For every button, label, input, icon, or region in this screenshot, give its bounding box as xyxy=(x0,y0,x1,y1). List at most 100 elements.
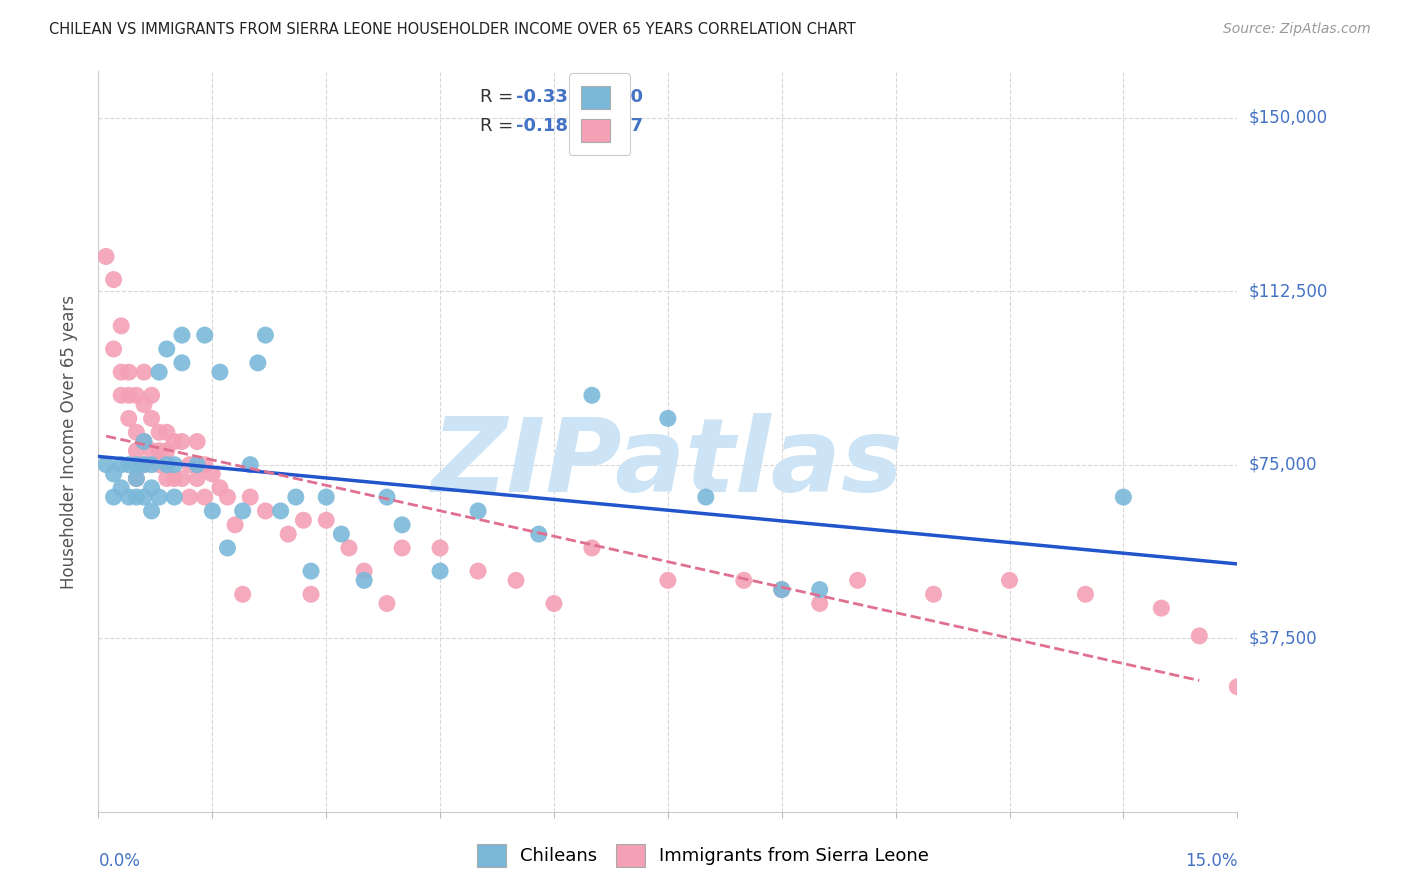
Point xyxy=(148,443,170,458)
Point xyxy=(125,443,148,458)
Point xyxy=(1112,490,1135,504)
Point xyxy=(353,564,375,578)
Point xyxy=(208,481,231,495)
Point xyxy=(194,458,217,472)
Text: $37,500: $37,500 xyxy=(1249,629,1317,648)
Point xyxy=(132,458,155,472)
Point xyxy=(284,490,307,504)
Point xyxy=(103,467,125,481)
Point xyxy=(232,587,254,601)
Point xyxy=(186,434,208,449)
Point xyxy=(156,458,179,472)
Point xyxy=(118,388,141,402)
Point xyxy=(110,388,132,402)
Point xyxy=(132,365,155,379)
Point xyxy=(163,471,186,485)
Point xyxy=(217,490,239,504)
Point xyxy=(1188,629,1211,643)
Point xyxy=(315,490,337,504)
Point xyxy=(581,388,603,402)
Point xyxy=(141,411,163,425)
Point xyxy=(125,471,148,485)
Point xyxy=(103,272,125,286)
Text: R =: R = xyxy=(479,117,519,136)
Text: 50: 50 xyxy=(619,87,644,105)
Text: R =: R = xyxy=(479,87,519,105)
Point xyxy=(270,504,292,518)
Point xyxy=(148,425,170,440)
Text: -0.335: -0.335 xyxy=(516,87,581,105)
Point xyxy=(1150,601,1173,615)
Point xyxy=(299,564,322,578)
Point xyxy=(299,587,322,601)
Point xyxy=(170,328,193,343)
Point xyxy=(224,517,246,532)
Point xyxy=(581,541,603,555)
Point xyxy=(375,597,398,611)
Point xyxy=(118,365,141,379)
Legend: , : , xyxy=(569,73,630,154)
Point xyxy=(505,574,527,588)
Point xyxy=(110,481,132,495)
Point xyxy=(770,582,793,597)
Point xyxy=(110,365,132,379)
Text: N =: N = xyxy=(582,117,634,136)
Point xyxy=(657,411,679,425)
Point xyxy=(998,574,1021,588)
Point xyxy=(543,597,565,611)
Point xyxy=(141,388,163,402)
Text: $75,000: $75,000 xyxy=(1249,456,1317,474)
Point xyxy=(201,504,224,518)
Point xyxy=(337,541,360,555)
Point xyxy=(118,490,141,504)
Point xyxy=(110,318,132,333)
Text: $112,500: $112,500 xyxy=(1249,282,1327,300)
Point xyxy=(132,490,155,504)
Point xyxy=(467,504,489,518)
Point xyxy=(186,458,208,472)
Point xyxy=(733,574,755,588)
Point xyxy=(132,398,155,412)
Point xyxy=(375,490,398,504)
Text: 67: 67 xyxy=(619,117,644,136)
Point xyxy=(103,490,125,504)
Point xyxy=(125,388,148,402)
Point xyxy=(201,467,224,481)
Point xyxy=(141,443,163,458)
Point xyxy=(292,513,315,527)
Point xyxy=(148,365,170,379)
Point xyxy=(94,250,117,264)
Point xyxy=(194,328,217,343)
Text: Source: ZipAtlas.com: Source: ZipAtlas.com xyxy=(1223,22,1371,37)
Point xyxy=(163,490,186,504)
Point xyxy=(156,342,179,356)
Point xyxy=(132,434,155,449)
Point xyxy=(239,490,262,504)
Point xyxy=(208,365,231,379)
Text: N =: N = xyxy=(582,87,634,105)
Point xyxy=(527,527,550,541)
Point xyxy=(353,574,375,588)
Point xyxy=(118,411,141,425)
Point xyxy=(141,458,163,472)
Text: $150,000: $150,000 xyxy=(1249,109,1327,127)
Point xyxy=(163,434,186,449)
Point xyxy=(179,490,201,504)
Point xyxy=(94,458,117,472)
Point xyxy=(657,574,679,588)
Point xyxy=(391,541,413,555)
Point xyxy=(110,458,132,472)
Point xyxy=(277,527,299,541)
Text: 0.0%: 0.0% xyxy=(98,853,141,871)
Point xyxy=(148,458,170,472)
Point xyxy=(239,458,262,472)
Text: 15.0%: 15.0% xyxy=(1185,853,1237,871)
Point xyxy=(170,356,193,370)
Point xyxy=(125,458,148,472)
Text: CHILEAN VS IMMIGRANTS FROM SIERRA LEONE HOUSEHOLDER INCOME OVER 65 YEARS CORRELA: CHILEAN VS IMMIGRANTS FROM SIERRA LEONE … xyxy=(49,22,856,37)
Legend: Chileans, Immigrants from Sierra Leone: Chileans, Immigrants from Sierra Leone xyxy=(468,835,938,876)
Point xyxy=(148,490,170,504)
Point xyxy=(186,471,208,485)
Point xyxy=(246,356,269,370)
Point xyxy=(125,490,148,504)
